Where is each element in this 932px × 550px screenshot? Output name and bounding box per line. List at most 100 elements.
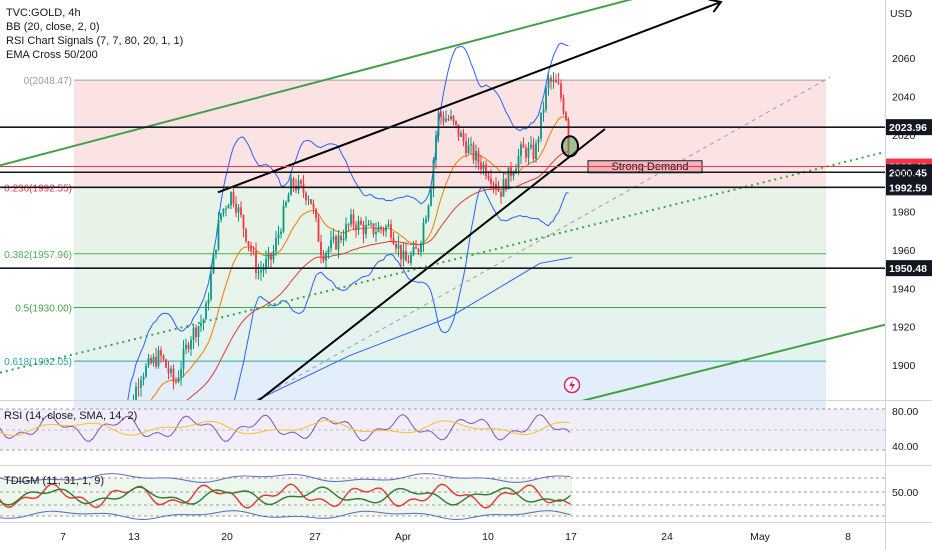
candle-body: [415, 246, 417, 249]
candle-body: [317, 218, 320, 242]
candle-body: [202, 319, 205, 323]
lightning-bolt: [569, 380, 575, 391]
candle-body: [322, 255, 325, 261]
candle-body: [307, 199, 310, 201]
trendlines[interactable]: Strong Demand: [0, 0, 885, 403]
candle-body: [390, 224, 392, 238]
candle-body: [292, 178, 295, 186]
x-tick-label: May: [750, 531, 771, 543]
candle-body: [335, 236, 337, 250]
candle-body: [407, 261, 410, 263]
candle-body: [305, 192, 307, 201]
rsi-band: [0, 409, 885, 450]
candle-body: [395, 243, 397, 249]
candle-body: [555, 79, 557, 83]
candle-body: [247, 241, 250, 246]
candle-body: [215, 249, 217, 254]
rsi-ma-line: [0, 419, 571, 436]
price-tag-label: 1992.59: [889, 182, 927, 194]
candle-body: [285, 202, 287, 207]
candle-body: [557, 82, 560, 84]
candle-body: [562, 98, 565, 113]
candle-body: [427, 205, 430, 219]
dashed-guide-line: [254, 76, 831, 400]
candle-body: [210, 273, 212, 300]
rsi-pane-label[interactable]: RSI (14, close, SMA, 14, 2): [4, 410, 138, 422]
candle-body: [470, 144, 472, 146]
candle-body: [355, 224, 357, 230]
rising-wedge-upper: [217, 2, 720, 194]
candle-body: [340, 235, 342, 241]
fib-label: 0(2048.47): [24, 76, 72, 87]
candle-body: [382, 229, 385, 232]
candle-body: [507, 167, 510, 190]
candle-body: [490, 178, 492, 184]
price-tag: [885, 179, 932, 196]
indicator-ema-cross[interactable]: EMA Cross 50/200: [6, 49, 98, 61]
tdi-pane-label[interactable]: TDIGM (11, 31, 1, 9): [4, 475, 105, 487]
candle-body: [397, 244, 400, 249]
candle-body: [250, 245, 252, 252]
y-tick-label: 2020: [892, 130, 916, 142]
dotted-trend-line: [0, 151, 885, 374]
currency-label: USD: [890, 8, 913, 20]
price-tag-label: 1950.48: [889, 263, 927, 275]
candle-body: [380, 226, 382, 230]
candle-body: [400, 244, 402, 260]
candle-body: [165, 359, 167, 368]
indicator-rsi-signals[interactable]: RSI Chart Signals (7, 7, 80, 20, 1, 1): [6, 35, 184, 47]
price-tag-label: 2000.45: [889, 167, 927, 179]
candle-body: [527, 147, 530, 158]
x-tick-label: 8: [845, 531, 851, 543]
candle-body: [222, 208, 225, 214]
candle-body: [465, 140, 467, 154]
candle-body: [327, 248, 330, 254]
candle-body: [242, 215, 245, 229]
candle-body: [387, 224, 390, 227]
candle-body: [357, 220, 360, 230]
candle-body: [437, 112, 440, 136]
tdi-tick-label: 50.00: [892, 487, 918, 499]
candle-body: [545, 87, 547, 110]
candle-body: [302, 183, 305, 193]
candle-body: [265, 259, 267, 269]
bollinger-basis: [150, 116, 569, 400]
candle-body: [422, 222, 425, 244]
price-tag: [885, 164, 932, 181]
x-tick-label: 10: [482, 531, 494, 543]
fib-zone: [74, 80, 826, 188]
candle-body: [167, 367, 170, 374]
candle-body: [537, 138, 540, 144]
candle-body: [392, 237, 395, 244]
y-tick-label: 1900: [892, 360, 916, 372]
tdi-price-line: [0, 483, 571, 509]
price-tag: [885, 260, 932, 277]
candle-body: [240, 207, 242, 216]
candle-body: [525, 147, 527, 158]
candle-body: [230, 192, 232, 206]
candle-body: [500, 191, 502, 197]
candle-body: [417, 248, 420, 252]
candle-body: [442, 117, 445, 122]
x-tick-label: Apr: [395, 531, 412, 543]
fib-label: 0.618(1902.05): [4, 357, 72, 368]
candle-body: [347, 224, 350, 226]
candle-body: [447, 118, 450, 120]
candle-body: [160, 350, 162, 356]
channel-lower-line: [581, 323, 885, 400]
candle-body: [467, 145, 470, 154]
candle-body: [162, 355, 165, 360]
fib-zone: [74, 253, 826, 308]
candle-body: [320, 241, 322, 256]
candle-body: [377, 226, 380, 232]
candle-body: [410, 254, 412, 263]
candle-body: [472, 144, 475, 161]
candle-body: [180, 368, 182, 378]
x-tick-label: 17: [565, 531, 577, 543]
candle-body: [275, 238, 277, 251]
indicator-bb[interactable]: BB (20, close, 2, 0): [6, 21, 100, 33]
tdi-upper-band: [0, 473, 571, 483]
symbol-title[interactable]: TVC:GOLD, 4h: [6, 7, 81, 19]
